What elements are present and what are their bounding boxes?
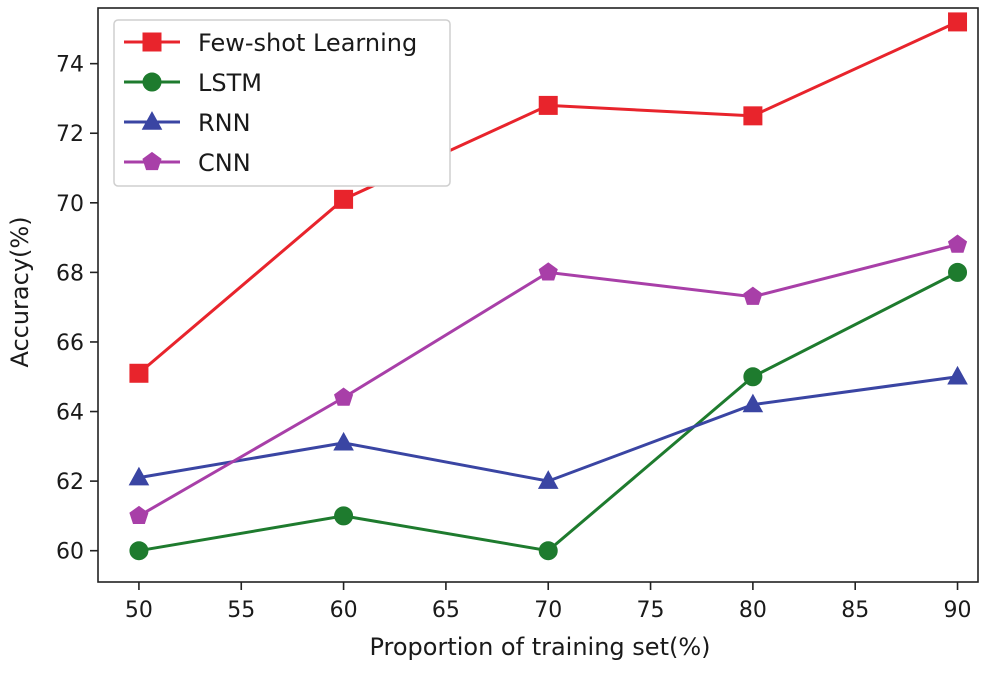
y-axis-label: Accuracy(%) (6, 216, 34, 367)
data-point (743, 286, 763, 305)
y-tick-label: 70 (56, 192, 84, 217)
legend-item: Few-shot Learning (124, 29, 417, 57)
y-tick-label: 72 (56, 122, 84, 147)
series-line (138, 271, 959, 553)
legend-label: LSTM (198, 69, 262, 97)
x-tick-label: 60 (330, 598, 358, 623)
x-tick-label: 70 (534, 598, 562, 623)
data-point (538, 262, 558, 281)
x-tick-label: 55 (227, 598, 255, 623)
y-tick-label: 68 (56, 261, 84, 286)
series-layer (128, 12, 968, 561)
legend-marker (142, 32, 162, 52)
data-point (742, 393, 764, 413)
data-point (334, 189, 354, 209)
series-few-shot-learning (129, 12, 968, 383)
data-point (947, 234, 968, 253)
y-tick-label: 64 (56, 401, 84, 426)
legend-item: RNN (124, 109, 251, 137)
legend: Few-shot Learning LSTM RNN CNN (113, 19, 451, 187)
legend-box (113, 19, 451, 187)
data-point (128, 466, 150, 486)
x-tick-label: 85 (841, 598, 869, 623)
data-point (334, 387, 354, 406)
data-point (334, 506, 354, 526)
data-point (743, 106, 763, 126)
data-point (333, 431, 354, 451)
legend-label: RNN (198, 109, 251, 137)
y-tick-label: 60 (56, 540, 84, 565)
x-axis-label: Proportion of training set(%) (369, 633, 710, 661)
legend-item: CNN (124, 149, 251, 177)
data-point (538, 95, 558, 115)
x-tick-label: 90 (944, 598, 972, 623)
y-tick-label: 74 (56, 53, 84, 78)
legend-marker (142, 151, 162, 171)
legend-marker (142, 72, 162, 92)
x-tick-label: 50 (125, 598, 153, 623)
x-tick-label: 65 (432, 598, 460, 623)
legend-marker (141, 111, 163, 130)
legend-label: Few-shot Learning (198, 29, 417, 57)
data-point (948, 12, 968, 32)
data-point (129, 505, 149, 525)
data-point (947, 365, 968, 385)
series-lstm (129, 262, 968, 561)
legend-item: LSTM (124, 69, 262, 97)
series-rnn (128, 365, 968, 489)
series-line (138, 375, 958, 483)
legend-label: CNN (198, 149, 251, 177)
x-tick-label: 80 (739, 598, 767, 623)
data-point (129, 363, 149, 383)
data-point (538, 541, 558, 561)
data-point (948, 262, 968, 282)
plot-frame (97, 7, 979, 583)
y-tick-label: 66 (56, 331, 84, 356)
data-point (129, 541, 149, 561)
x-tick-label: 75 (637, 598, 665, 623)
data-point (743, 367, 763, 387)
y-tick-label: 62 (56, 470, 84, 495)
axes: 50 55 60 65 70 75 80 85 90 60 62 64 66 68 70 72 74 (56, 7, 979, 623)
data-point (537, 470, 559, 489)
series-cnn (129, 234, 968, 525)
